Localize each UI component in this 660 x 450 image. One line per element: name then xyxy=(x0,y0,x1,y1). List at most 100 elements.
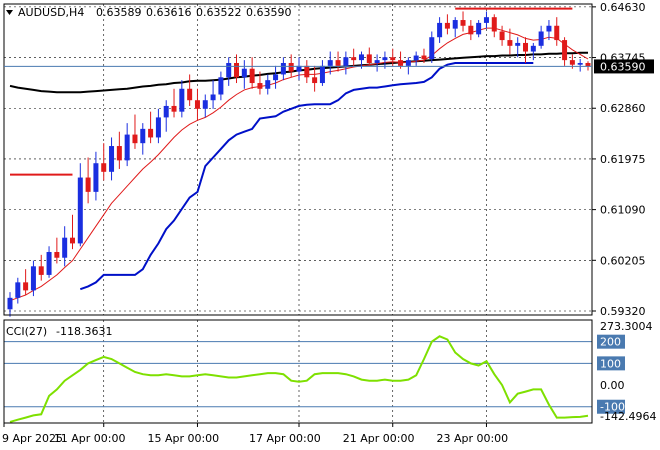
candle-body xyxy=(296,65,302,72)
time-tick-label: 17 Apr 00:00 xyxy=(249,432,321,445)
candle xyxy=(124,123,130,167)
candle xyxy=(54,237,60,264)
candle xyxy=(30,260,36,297)
candle-body xyxy=(452,20,458,29)
candle xyxy=(171,88,177,118)
cci-tick-label: 273.3004 xyxy=(600,320,653,333)
candle xyxy=(304,60,310,84)
candle xyxy=(109,137,115,181)
candle xyxy=(335,51,341,72)
triangle-down-icon xyxy=(6,10,13,15)
candle xyxy=(491,14,497,38)
time-tick-label: 15 Apr 00:00 xyxy=(147,432,219,445)
candle xyxy=(398,51,404,69)
candle xyxy=(358,51,364,69)
candle-body xyxy=(226,62,232,78)
candle xyxy=(163,100,169,132)
candle-body xyxy=(554,25,560,41)
time-tick-label: 21 Apr 00:00 xyxy=(343,432,415,445)
candle xyxy=(38,254,44,281)
cci-level-tag xyxy=(597,334,625,349)
candle xyxy=(444,14,450,35)
candle-body xyxy=(265,80,271,89)
price-tick-label: 0.62860 xyxy=(600,102,646,115)
time-tick-label: 9 Apr 2025 xyxy=(2,432,63,445)
candle-body xyxy=(140,128,146,144)
candle xyxy=(483,11,489,29)
candle-body xyxy=(538,31,544,46)
candle-body xyxy=(577,62,583,65)
candle-body xyxy=(358,54,364,61)
candle-body xyxy=(382,57,388,61)
candle-body xyxy=(437,22,443,38)
high-value: 0.63616 xyxy=(146,6,192,19)
candle-body xyxy=(194,100,200,109)
candle xyxy=(234,54,240,84)
candle xyxy=(155,108,161,144)
candles xyxy=(7,11,591,317)
cci-tick-label: 0.00 xyxy=(600,379,625,392)
candle xyxy=(265,74,271,95)
candle xyxy=(280,57,286,81)
cci-tick-label: 200 xyxy=(600,336,621,349)
candle-body xyxy=(163,105,169,118)
candle xyxy=(257,71,263,95)
candle-body xyxy=(171,105,177,112)
candle xyxy=(429,31,435,63)
candle xyxy=(62,226,68,267)
cci-name: CCI(27) xyxy=(6,325,47,338)
candle xyxy=(437,17,443,43)
candle-body xyxy=(85,177,91,192)
candle xyxy=(546,20,552,41)
candle-body xyxy=(366,54,372,63)
candle-body xyxy=(398,60,404,66)
cci-tick-label: -100 xyxy=(600,401,625,414)
candle xyxy=(85,157,91,204)
cci-axis: 273.3004 200 100 0.00 -100-142.4964 xyxy=(597,320,656,423)
candle xyxy=(187,74,193,106)
candle-body xyxy=(101,163,107,172)
candle-body xyxy=(507,40,513,46)
current-price-tag xyxy=(594,59,654,74)
candle-body xyxy=(202,100,208,109)
symbol-label: AUDUSD,H4 xyxy=(18,6,84,19)
candle-body xyxy=(585,62,591,67)
candle xyxy=(523,37,529,63)
candle-body xyxy=(187,88,193,101)
candle-body xyxy=(351,57,357,61)
chart-header: AUDUSD,H4 0.63589 0.63616 0.63522 0.6359… xyxy=(6,6,292,19)
candle-body xyxy=(546,25,552,32)
candle xyxy=(7,292,13,317)
candle xyxy=(476,20,482,38)
candle xyxy=(538,25,544,49)
candle xyxy=(273,65,279,89)
candle xyxy=(249,57,255,89)
candle-body xyxy=(483,17,489,23)
envelope-line xyxy=(79,62,534,291)
candle xyxy=(46,246,52,278)
candle xyxy=(382,51,388,69)
price-tick-label: 0.61090 xyxy=(600,204,646,217)
candle xyxy=(15,277,21,304)
candle-body xyxy=(562,40,568,61)
low-value: 0.63522 xyxy=(196,6,242,19)
candle xyxy=(460,11,466,32)
candle-body xyxy=(15,282,21,298)
candle-body xyxy=(7,297,13,310)
candle-body xyxy=(148,128,154,138)
candle-body xyxy=(288,62,294,72)
candle-body xyxy=(249,68,255,84)
candle xyxy=(288,54,294,78)
candle xyxy=(554,17,560,46)
candle-body xyxy=(319,65,325,84)
candle-body xyxy=(210,94,216,101)
candle-body xyxy=(569,60,575,65)
cci-path xyxy=(9,335,589,423)
candle xyxy=(327,51,333,75)
panel-frames xyxy=(3,3,593,424)
candle xyxy=(218,71,224,101)
candle-body xyxy=(468,25,474,35)
cci-value: -118.3631 xyxy=(56,325,112,338)
candle-body xyxy=(155,117,161,138)
